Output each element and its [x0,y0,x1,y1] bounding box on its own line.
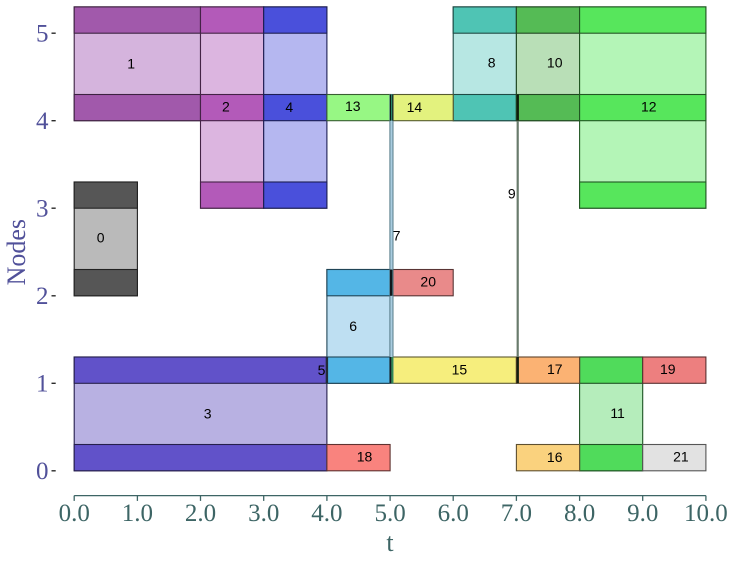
svg-text:20: 20 [420,274,436,290]
svg-text:5: 5 [318,362,326,378]
svg-text:12: 12 [641,98,657,114]
svg-text:4: 4 [285,99,293,115]
svg-text:0: 0 [36,458,49,485]
svg-text:21: 21 [673,448,689,464]
svg-text:Nodes: Nodes [2,219,31,285]
svg-text:2: 2 [222,98,230,114]
svg-text:6: 6 [349,318,357,334]
svg-text:18: 18 [357,448,373,464]
svg-text:0.0: 0.0 [59,500,90,527]
svg-text:2.0: 2.0 [185,500,216,527]
svg-text:3: 3 [204,405,212,421]
svg-text:8: 8 [488,54,496,70]
svg-text:5: 5 [36,21,49,48]
svg-text:3: 3 [36,196,49,223]
svg-text:8.0: 8.0 [564,500,595,527]
svg-text:15: 15 [452,361,468,377]
svg-text:0: 0 [97,230,105,246]
svg-text:9.0: 9.0 [627,500,658,527]
svg-text:13: 13 [345,98,361,114]
svg-text:6.0: 6.0 [438,500,469,527]
svg-text:4.0: 4.0 [311,500,342,527]
svg-text:1.0: 1.0 [122,500,153,527]
svg-text:t: t [386,528,394,557]
svg-text:19: 19 [660,361,676,377]
svg-text:14: 14 [407,99,423,115]
svg-text:17: 17 [547,361,563,377]
svg-text:9: 9 [508,186,516,202]
svg-text:1: 1 [127,55,135,71]
svg-text:16: 16 [547,449,563,465]
svg-text:4: 4 [36,108,49,135]
svg-text:2: 2 [36,283,49,310]
svg-text:11: 11 [610,405,625,421]
svg-text:7.0: 7.0 [501,500,532,527]
svg-text:1: 1 [36,371,49,398]
svg-text:5.0: 5.0 [374,500,405,527]
svg-text:3.0: 3.0 [248,500,279,527]
svg-text:10: 10 [547,54,563,70]
svg-text:10.0: 10.0 [684,500,728,527]
svg-text:7: 7 [393,227,401,243]
